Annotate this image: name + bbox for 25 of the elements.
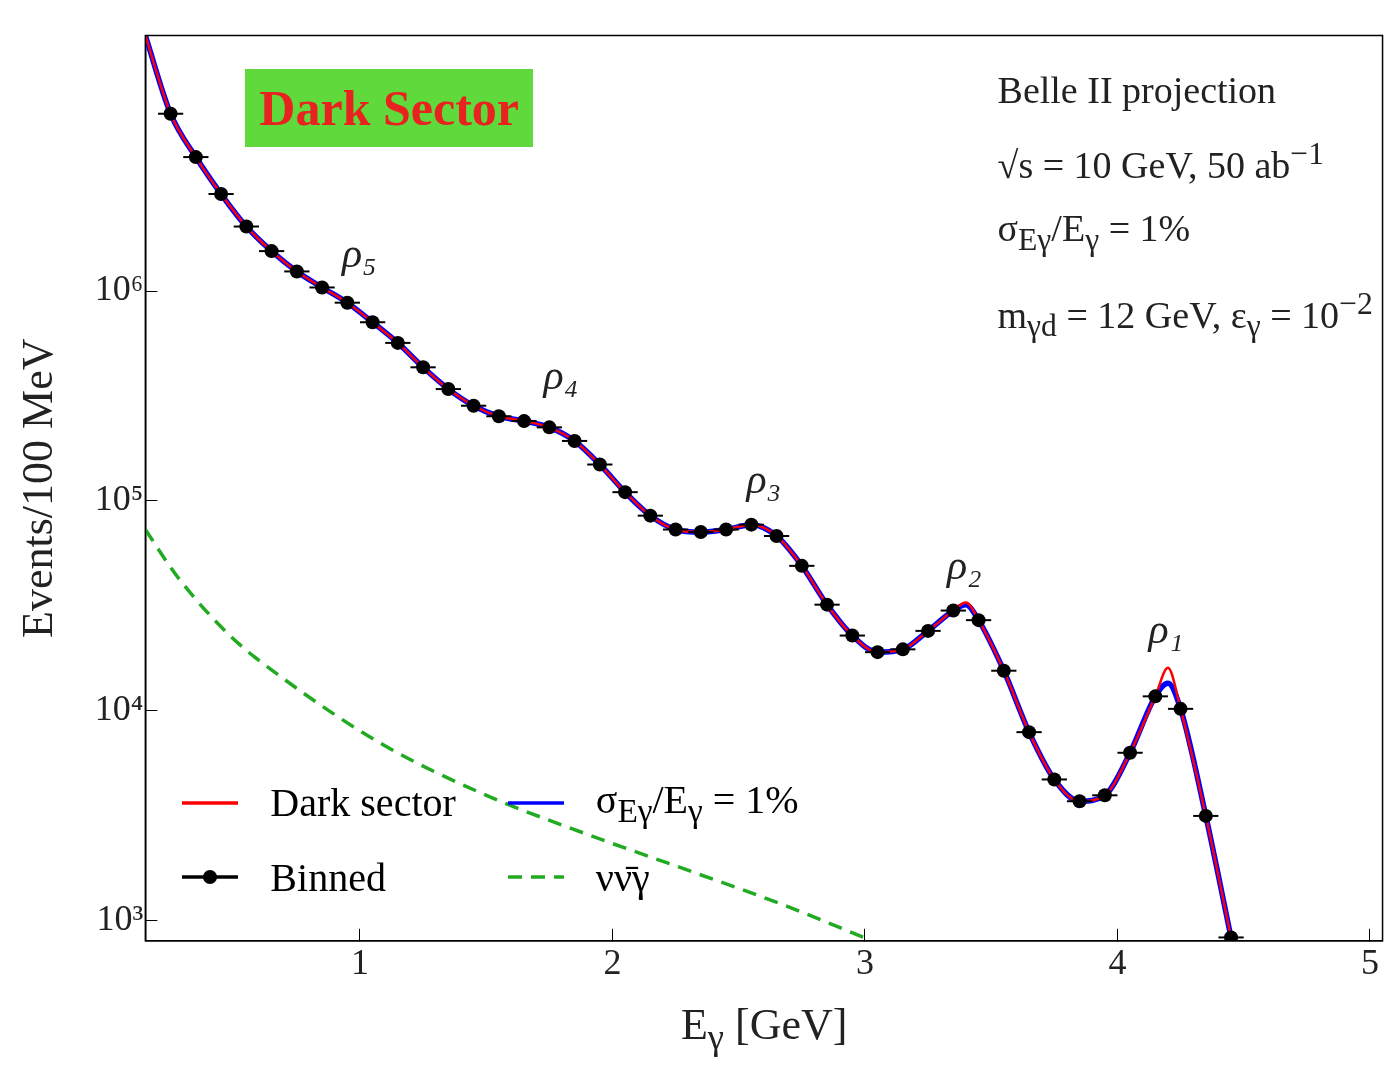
- legend-label: Binned: [270, 853, 386, 901]
- annotation: m$_{γd}$ = 12 GeV, ε$_{γ}$ = 10$^{−2}$: [997, 285, 1373, 344]
- x-tick-label: 5: [1360, 941, 1379, 982]
- legend-label: Dark sector: [270, 779, 456, 827]
- x-tick-label: 4: [1108, 941, 1127, 982]
- annotation: Belle II projection: [997, 68, 1277, 111]
- y-axis-title: Events/100 MeV: [12, 338, 62, 638]
- annotation: √s = 10 GeV, 50 ab$^{−1}$: [997, 135, 1325, 186]
- annotation: ρ₄: [543, 351, 579, 400]
- legend-label: νν̄γ: [595, 853, 650, 901]
- y-tick-label: 10⁵: [94, 478, 144, 519]
- annotation: ρ₂: [946, 541, 982, 590]
- x-axis-title: E$_{γ}$ [GeV]: [680, 998, 848, 1058]
- annotation: ρ₅: [341, 228, 377, 277]
- annotation: ρ₁: [1148, 604, 1184, 653]
- y-tick-label: 10⁶: [94, 268, 144, 309]
- legend-label: σ$_{Eγ}$/E$_{γ}$ = 1%: [595, 775, 799, 830]
- annotation: ρ₃: [746, 455, 782, 504]
- annotation: σ$_{Eγ}$/E$_{γ}$ = 1%: [997, 207, 1191, 257]
- text: Dark Sector: [245, 68, 533, 147]
- x-tick-label: 2: [603, 941, 622, 982]
- x-tick-label: 1: [350, 941, 369, 982]
- y-tick-label: 10³: [96, 897, 144, 938]
- x-tick-label: 3: [855, 941, 874, 982]
- y-tick-label: 10⁴: [94, 688, 144, 729]
